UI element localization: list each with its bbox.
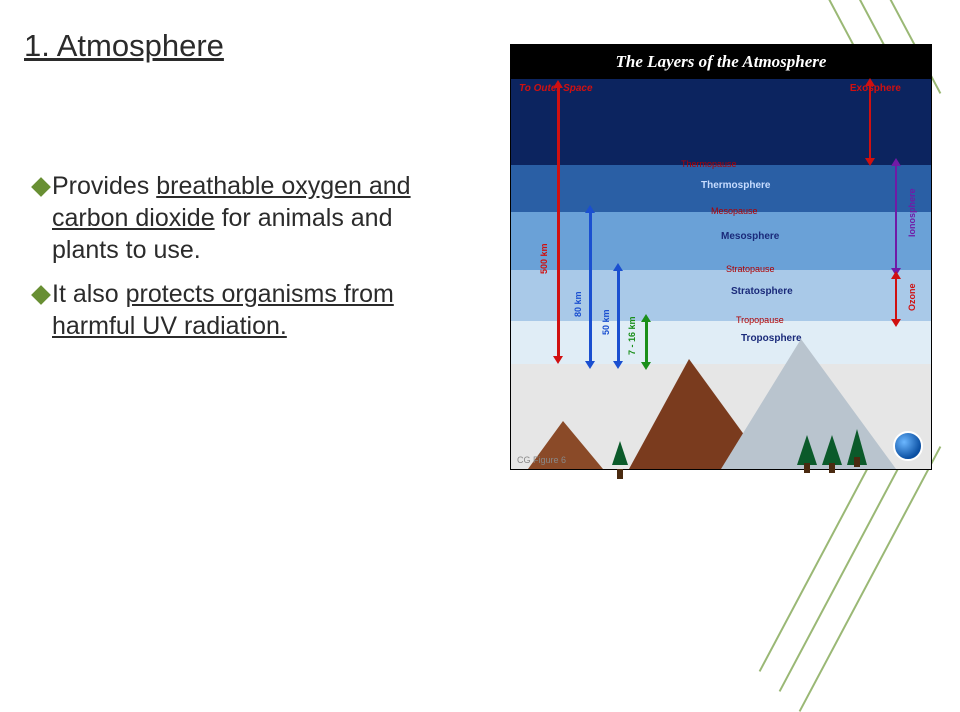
bullet-list: Provides breathable oxygen and carbon di… [34, 170, 454, 354]
tropopause-label: Tropopause [736, 315, 784, 325]
diagram-body: To Outer Space Exosphere Thermopause Mes… [511, 79, 931, 469]
ozone-label: Ozone [907, 274, 917, 320]
atmosphere-diagram: The Layers of the Atmosphere To Outer Sp… [510, 44, 932, 470]
mesopause-label: Mesopause [711, 206, 758, 216]
stratopause-label: Stratopause [726, 264, 775, 274]
bullet-icon [31, 177, 51, 197]
bullet-text: Provides breathable oxygen and carbon di… [52, 170, 454, 266]
bullet-item: It also protects organisms from harmful … [34, 278, 454, 342]
diagram-credit: CG Figure 6 [517, 455, 566, 465]
exosphere-label: Exosphere [850, 83, 901, 94]
noaa-logo-icon [893, 431, 923, 461]
slide-title: 1. Atmosphere [24, 28, 224, 64]
exosphere-arrow [869, 85, 872, 159]
height-arrow-500 [557, 87, 560, 357]
thermosphere-label: Thermosphere [701, 180, 770, 191]
ozone-arrow [895, 278, 898, 320]
mesosphere-label: Mesosphere [721, 231, 779, 242]
ionosphere-label: Ionosphere [907, 173, 917, 253]
height-500-label: 500 km [539, 229, 549, 289]
bullet-item: Provides breathable oxygen and carbon di… [34, 170, 454, 266]
thermopause-label: Thermopause [681, 159, 737, 169]
height-80-label: 80 km [573, 279, 583, 329]
ionosphere-arrow [895, 165, 898, 269]
bullet-icon [31, 285, 51, 305]
bullet-text: It also protects organisms from harmful … [52, 278, 454, 342]
diagram-title: The Layers of the Atmosphere [511, 45, 931, 79]
ground-illustration: CG Figure 6 [511, 329, 931, 469]
stratosphere-label: Stratosphere [731, 286, 793, 297]
